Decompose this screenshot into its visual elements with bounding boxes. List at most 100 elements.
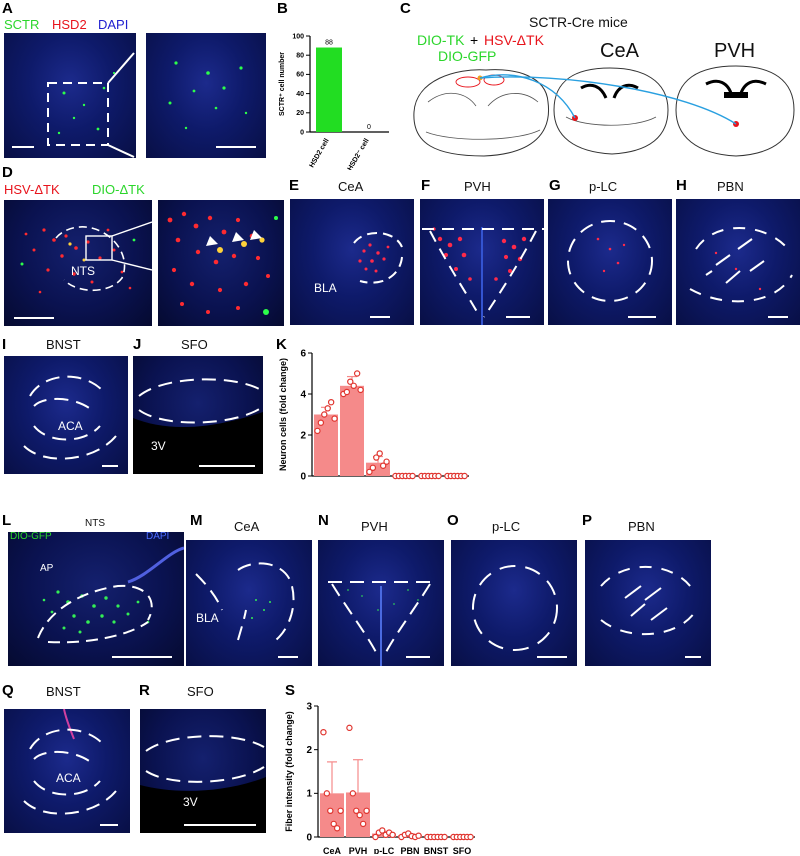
data-point	[321, 411, 328, 418]
panel-label-g: G	[549, 177, 561, 194]
scale-bar	[406, 656, 430, 658]
y-axis-label: SCTR⁺ cell number	[279, 52, 286, 116]
data-point	[314, 427, 321, 435]
micrograph-d-zoom	[158, 200, 284, 326]
scale-bar	[102, 465, 118, 467]
data-point	[461, 472, 468, 480]
panel-label-c: C	[400, 0, 411, 17]
data-point	[317, 419, 325, 426]
x-tick-label: SFO	[453, 846, 472, 854]
data-point	[337, 807, 344, 815]
y-tick-label: 0	[300, 471, 306, 482]
y-tick-label: 2	[300, 430, 306, 441]
scale-bar	[370, 316, 390, 318]
virus-hsv-dtk: HSV-ΔTK	[484, 32, 544, 48]
panel-g-title: p-LC	[589, 179, 618, 194]
panel-label-f: F	[421, 177, 431, 194]
panel-label-i: I	[2, 336, 7, 353]
panel-label-d: D	[2, 164, 13, 181]
panel-r-title: SFO	[187, 684, 214, 699]
x-tick-label: BNST	[424, 846, 449, 854]
data-point	[343, 388, 351, 396]
micrograph-o-plc	[451, 540, 577, 666]
panel-p-title: PBN	[628, 519, 655, 534]
scale-bar	[216, 146, 256, 148]
bar-chart-sctr-cell-number: 0 20 40 60 80 100 SCTR⁺ cell number 88 HSD2 cell…	[279, 33, 389, 170]
y-axis-label: Neuron cells (fold change)	[278, 358, 288, 471]
panel-label-o: O	[447, 512, 459, 529]
data-point	[356, 811, 363, 819]
micrograph-m-cea: BLA	[186, 540, 312, 666]
y-tick-label: 0	[306, 832, 312, 843]
scale-bar	[14, 317, 54, 319]
y-tick-label: 1	[306, 789, 312, 800]
data-point	[379, 827, 386, 834]
scale-bar	[768, 316, 788, 318]
data-point	[363, 807, 370, 815]
region-label-3v: 3V	[183, 795, 198, 809]
data-point	[379, 462, 387, 469]
panel-label-a: A	[2, 0, 13, 17]
stain-hsv-dtk: HSV-ΔTK	[4, 182, 60, 197]
scale-bar	[12, 146, 34, 148]
panel-label-r: R	[139, 682, 150, 699]
data-point	[366, 468, 373, 476]
panel-label-q: Q	[2, 682, 14, 699]
bar	[340, 385, 364, 476]
data-point	[372, 833, 379, 841]
y-tick-label: 20	[296, 110, 304, 117]
stain-hsd2: HSD2	[52, 17, 87, 32]
x-tick-label: HSD2 cell	[309, 137, 331, 169]
y-tick-label: 6	[300, 348, 306, 359]
panel-o-title: p-LC	[492, 519, 521, 534]
micrograph-j-sfo: 3V	[133, 356, 263, 474]
micrograph-g-plc	[548, 199, 672, 325]
data-point	[383, 458, 390, 465]
data-point	[415, 832, 422, 839]
y-tick-label: 3	[306, 701, 312, 712]
panel-label-b: B	[277, 0, 288, 17]
x-tick-label: HSD2⁻ cell	[347, 137, 371, 170]
data-label: 88	[325, 40, 333, 47]
scale-bar	[199, 465, 255, 467]
data-label: 0	[367, 124, 371, 131]
data-point	[349, 790, 357, 797]
region-label-3v: 3V	[151, 439, 166, 453]
region-label-bla: BLA	[314, 281, 337, 295]
data-point	[333, 825, 341, 832]
bar	[320, 793, 344, 837]
bar-chart-fiber-intensity: 0 1 2 3 Fiber intensity (fold change) CeA PVH p…	[284, 701, 475, 854]
panel-h-title: PBN	[717, 179, 744, 194]
micrograph-q-bnst: ACA	[4, 709, 130, 833]
data-point	[346, 724, 353, 732]
data-point	[331, 415, 338, 422]
panel-i-title: BNST	[46, 337, 81, 352]
panel-label-s: S	[285, 682, 296, 699]
panel-m-title: CeA	[234, 519, 260, 534]
region-pvh-label: PVH	[714, 40, 756, 62]
data-point	[376, 450, 383, 457]
panel-c-title: SCTR-Cre mice	[529, 14, 628, 30]
region-label-nts: NTS	[71, 264, 95, 278]
y-tick-label: 100	[292, 33, 304, 40]
data-point	[324, 405, 331, 412]
panel-label-h: H	[676, 177, 687, 194]
micrograph-d-overview: NTS	[4, 200, 152, 326]
y-tick-label: 4	[300, 389, 306, 400]
stain-dio-dtk: DIO-ΔTK	[92, 182, 145, 197]
micrograph-r-sfo: 3V	[140, 709, 266, 833]
region-cea-label: CeA	[600, 40, 639, 62]
scale-bar	[506, 316, 530, 318]
scale-bar	[628, 316, 656, 318]
panel-label-l: L	[2, 512, 12, 529]
y-tick-label: 2	[306, 745, 312, 756]
stain-dapi: DAPI	[98, 17, 129, 32]
bar	[316, 47, 342, 132]
x-tick-label: PBN	[400, 846, 419, 854]
micrograph-p-pbn	[585, 540, 711, 666]
panel-label-e: E	[289, 177, 300, 194]
panel-label-p: P	[582, 512, 593, 529]
bar	[314, 414, 338, 476]
panel-label-k: K	[276, 336, 287, 353]
data-point	[435, 472, 442, 480]
